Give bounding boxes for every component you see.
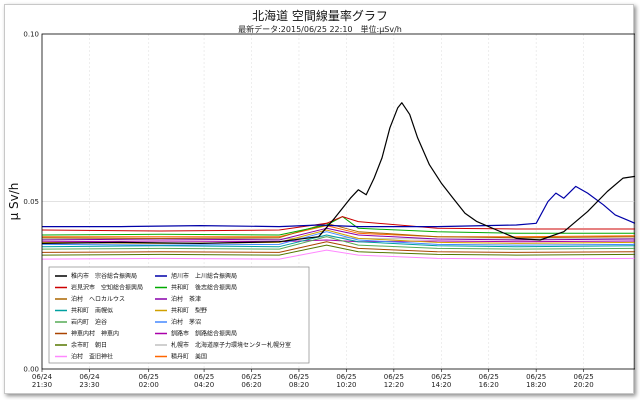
series-line-6 (41, 227, 635, 241)
x-tick-time: 10:20 (336, 381, 356, 389)
legend-box (48, 266, 310, 364)
series-line-13 (41, 244, 635, 256)
x-tick-date: 06/25 (241, 373, 261, 381)
legend-label: 神恵内村 神恵内 (71, 330, 119, 338)
legend-label: 釧路市 釧路総合振興局 (171, 330, 237, 338)
y-tick-label: 0.10 (23, 31, 39, 39)
legend-label: 稚内市 宗谷総合振興局 (71, 272, 137, 280)
x-tick-time: 02:00 (139, 381, 159, 389)
x-tick-date: 06/25 (139, 373, 159, 381)
legend-label: 札幌市 北海道原子力環境センター札幌分室 (171, 341, 291, 349)
y-axis-label: μ Sv/h (7, 183, 21, 221)
x-tick-date: 06/24 (79, 373, 100, 381)
legend-label: 共和町 南幌似 (71, 307, 113, 315)
series-line-16 (42, 225, 635, 238)
x-tick-time: 06:20 (241, 381, 261, 389)
x-tick-date: 06/25 (384, 373, 404, 381)
x-tick-time: 04:20 (194, 381, 214, 389)
legend-label: 泊村 茶津 (171, 295, 201, 303)
x-tick-date: 06/25 (194, 373, 214, 381)
series-line-1 (41, 102, 635, 244)
plot-area-border (41, 33, 635, 370)
legend-label: 岩見沢市 空知総合振興局 (71, 284, 143, 292)
x-tick-date: 06/25 (479, 373, 499, 381)
x-tick-time: 12:20 (384, 381, 404, 389)
series-line-7 (41, 234, 635, 248)
x-tick-time: 16:20 (479, 381, 499, 389)
x-tick-date: 06/24 (32, 373, 53, 381)
legend-label: 泊村 盃旧神社 (71, 353, 113, 361)
y-tick-label: 0.05 (23, 198, 39, 206)
chart-title: 北海道 空間線量率グラフ (252, 8, 388, 23)
legend-label: 共和町 後志総合振興局 (171, 284, 237, 292)
y-tick-label: 0.00 (23, 366, 39, 374)
legend-label: 岩内町 迫谷 (71, 318, 107, 326)
series-line-3 (41, 216, 635, 232)
series-line-5 (41, 222, 635, 239)
x-tick-date: 06/25 (526, 373, 546, 381)
series-line-9 (41, 236, 635, 250)
series-line-10 (41, 231, 635, 246)
series-line-15 (41, 249, 635, 260)
x-tick-time: 23:30 (79, 381, 99, 389)
axis-ticks: 0.000.050.1006/2421:3006/2423:3006/2502:… (23, 31, 593, 390)
chart-frame: 北海道 空間線量率グラフ 最新データ:2015/06/25 22:10 単位:μ… (4, 4, 635, 394)
series-line-2 (42, 185, 635, 228)
x-tick-date: 06/25 (336, 373, 356, 381)
legend-label: 共和町 梨野 (171, 307, 207, 315)
x-tick-date: 06/25 (574, 373, 594, 381)
x-tick-time: 20:20 (574, 381, 594, 389)
legend-label: 積丹町 美国 (171, 353, 207, 361)
legend-label: 余市町 朝日 (71, 341, 107, 349)
series-line-11 (41, 241, 635, 253)
legend-label: 泊村 茅沼 (171, 318, 201, 326)
grid-lines (42, 34, 635, 369)
x-tick-time: 14:20 (431, 381, 451, 389)
x-tick-date: 06/25 (431, 373, 451, 381)
x-tick-time: 21:30 (32, 381, 52, 389)
series-lines (41, 102, 635, 260)
legend-label: 旭川市 上川総合振興局 (171, 272, 237, 280)
x-tick-time: 18:20 (526, 381, 546, 389)
legend-label: 泊村 ヘロカルウス (71, 295, 125, 303)
chart-subtitle: 最新データ:2015/06/25 22:10 単位:μSv/h (238, 24, 402, 34)
x-tick-time: 08:20 (289, 381, 309, 389)
line-chart: 北海道 空間線量率グラフ 最新データ:2015/06/25 22:10 単位:μ… (7, 8, 635, 390)
x-tick-date: 06/25 (289, 373, 309, 381)
